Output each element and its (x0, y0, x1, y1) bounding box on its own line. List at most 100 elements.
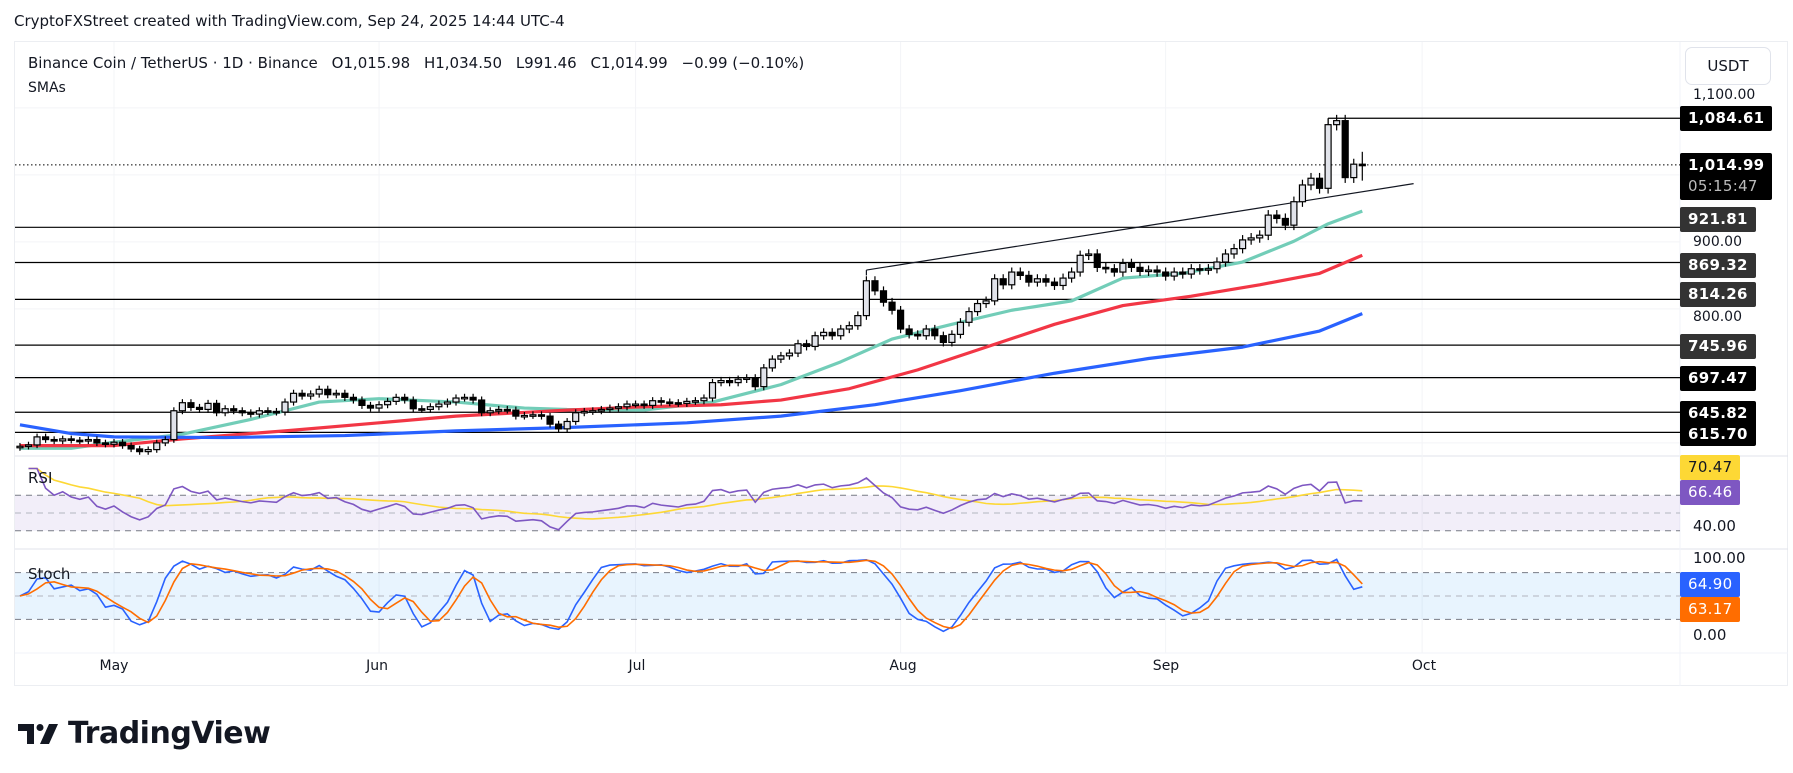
candle-down (401, 396, 409, 401)
candle-up (1076, 254, 1084, 273)
sma-line-2 (19, 312, 1363, 440)
candle-up (520, 414, 529, 418)
candle-up (59, 438, 67, 442)
candle-down (828, 331, 836, 337)
candle-up (375, 404, 383, 409)
symbol-name[interactable]: Binance Coin / TetherUS · 1D · Binance (28, 54, 318, 72)
candle-down (512, 409, 520, 417)
candle-down (537, 414, 546, 417)
candle-down (674, 402, 682, 405)
candle-up (563, 420, 571, 430)
candle-up (862, 280, 871, 317)
candle-down (341, 392, 349, 398)
candle-up (606, 407, 614, 411)
last-price-label: 1,014.99 05:15:47 (1680, 153, 1773, 200)
candle-down (358, 399, 366, 406)
stoch-pane-title[interactable]: Stoch (28, 565, 71, 583)
currency-button[interactable]: USDT (1685, 47, 1771, 85)
candle-up (1170, 271, 1178, 277)
stoch-tick-top: 100.00 (1693, 549, 1746, 567)
candle-up (16, 445, 24, 449)
candle-up (110, 441, 118, 445)
open-value: O1,015.98 (331, 54, 411, 72)
price-label-921: 921.81 (1680, 207, 1756, 232)
candle-down (666, 401, 674, 405)
candle-down (213, 402, 221, 414)
candle-down (888, 301, 896, 311)
stoch-d-label: 63.17 (1680, 597, 1741, 622)
candle-up (683, 400, 691, 404)
candle-down (136, 448, 144, 453)
symbol-legend: Binance Coin / TetherUS · 1D · Binance O… (28, 54, 813, 72)
candle-down (118, 441, 127, 447)
candle-down (640, 403, 648, 407)
last-price: 1,014.99 (1688, 156, 1765, 174)
candle-down (1025, 274, 1033, 283)
candle-down (1102, 266, 1110, 270)
candle-up (452, 397, 460, 403)
low-value: L991.46 (515, 54, 577, 72)
candle-down (1016, 271, 1024, 277)
candle-up (811, 335, 819, 348)
candle-up (153, 442, 161, 451)
candle-down (195, 406, 204, 411)
candle-up (820, 331, 828, 337)
candle-up (1238, 239, 1247, 250)
rsi-pane-title[interactable]: RSI (28, 469, 53, 487)
stoch-k-label: 64.90 (1680, 572, 1741, 597)
price-label-615: 615.70 (1688, 425, 1748, 443)
candle-down (478, 399, 486, 414)
candle-down (187, 402, 195, 409)
candle-up (649, 400, 657, 406)
candle-up (589, 410, 597, 413)
candle-down (101, 442, 110, 446)
stoch-d-line (19, 559, 1363, 630)
candle-down (127, 444, 135, 450)
candle-up (1221, 253, 1230, 263)
chart-credit: CryptoFXStreet created with TradingView.… (14, 12, 565, 30)
tradingview-logo[interactable]: TradingView (18, 716, 271, 751)
candle-up (956, 321, 965, 335)
candle-down (230, 408, 238, 412)
candle-up (307, 393, 315, 397)
candle-down (349, 396, 357, 401)
candle-down (999, 278, 1007, 286)
candle-down (503, 408, 511, 412)
candle-up (691, 400, 700, 403)
x-label-may: May (99, 658, 129, 674)
candle-down (409, 399, 417, 410)
candle-up (717, 380, 725, 384)
candle-down (272, 410, 281, 414)
candle-down (1273, 214, 1281, 220)
candle-up (33, 436, 41, 446)
candle-down (1179, 271, 1187, 275)
price-label-869: 869.32 (1680, 253, 1756, 278)
candle-up (443, 401, 452, 405)
price-label-697: 697.47 (1680, 366, 1756, 391)
candle-up (1059, 277, 1067, 287)
price-label-814: 814.26 (1680, 282, 1756, 307)
candle-down (751, 377, 759, 388)
candle-up (1204, 268, 1213, 271)
x-label-sep: Sep (1152, 658, 1180, 674)
candle-up (529, 414, 537, 417)
candle-up (597, 408, 605, 412)
stoch-tick-bottom: 0.00 (1693, 626, 1727, 644)
candle-up (315, 388, 323, 395)
candle-up (1324, 124, 1332, 189)
candle-down (931, 328, 939, 337)
candle-up (785, 352, 794, 357)
candle-up (1247, 237, 1255, 241)
candle-up (384, 400, 392, 406)
candle-down (1136, 266, 1144, 272)
indicator-legend-smas[interactable]: SMAs (28, 80, 66, 96)
candle-up (144, 449, 152, 453)
candle-up (486, 410, 494, 414)
candle-down (939, 335, 947, 344)
high-value: H1,034.50 (423, 54, 503, 72)
candle-up (965, 310, 973, 323)
candle-up (178, 402, 186, 412)
candle-up (1033, 278, 1042, 283)
candle-up (332, 392, 340, 396)
